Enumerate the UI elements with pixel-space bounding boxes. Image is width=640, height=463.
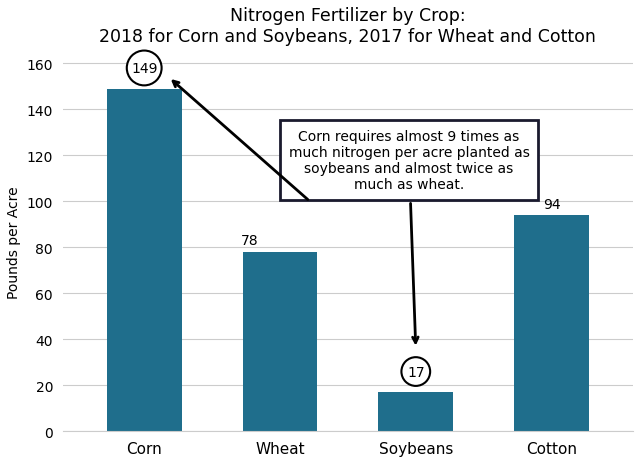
Y-axis label: Pounds per Acre: Pounds per Acre bbox=[7, 186, 21, 298]
Text: Corn requires almost 9 times as
much nitrogen per acre planted as
soybeans and a: Corn requires almost 9 times as much nit… bbox=[289, 129, 529, 343]
Text: 149: 149 bbox=[131, 62, 157, 76]
Bar bbox=[514, 216, 589, 432]
Bar bbox=[378, 392, 453, 432]
Title: Nitrogen Fertilizer by Crop:
2018 for Corn and Soybeans, 2017 for Wheat and Cott: Nitrogen Fertilizer by Crop: 2018 for Co… bbox=[99, 7, 596, 46]
Text: 94: 94 bbox=[543, 197, 561, 211]
Text: 17: 17 bbox=[407, 365, 424, 379]
Text: 78: 78 bbox=[241, 234, 259, 248]
Bar bbox=[107, 89, 182, 432]
Bar bbox=[243, 252, 317, 432]
